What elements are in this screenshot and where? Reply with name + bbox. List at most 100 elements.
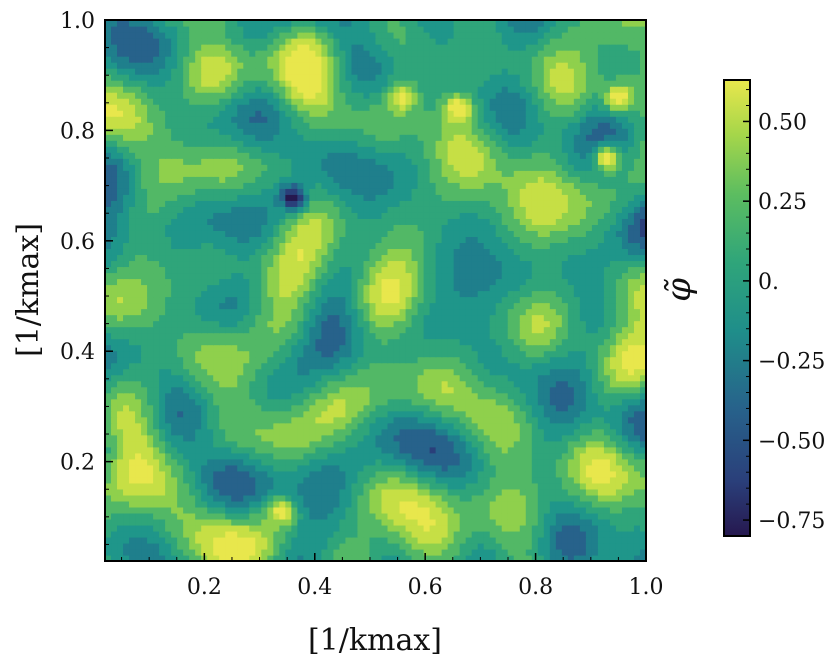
heatmap-cell (381, 530, 389, 538)
heatmap-cell (531, 332, 539, 340)
heatmap-cell (435, 386, 443, 394)
heatmap-cell (447, 230, 455, 237)
heatmap-cell (171, 446, 178, 454)
heatmap-cell (279, 386, 286, 394)
heatmap-cell (453, 524, 461, 532)
heatmap-cell (489, 278, 497, 286)
heatmap-cell (489, 458, 497, 466)
heatmap-cell (627, 500, 635, 508)
heatmap-cell (405, 260, 413, 268)
heatmap-cell (429, 542, 437, 550)
heatmap-cell (189, 536, 196, 544)
heatmap-cell (435, 464, 443, 472)
heatmap-cell (387, 428, 395, 436)
heatmap-cell (579, 404, 587, 412)
heatmap-cell (549, 368, 557, 376)
heatmap-cell (219, 542, 226, 550)
heatmap-cell (327, 248, 335, 256)
heatmap-cell (231, 380, 238, 388)
heatmap-cell (639, 422, 646, 430)
heatmap-cell (633, 326, 641, 334)
heatmap-cell (585, 386, 593, 394)
heatmap-cell (387, 326, 395, 334)
heatmap-cell (261, 488, 268, 496)
heatmap-cell (369, 470, 377, 478)
heatmap-cell (519, 278, 527, 286)
heatmap-cell (117, 338, 124, 346)
heatmap-cell (225, 404, 232, 412)
heatmap-cell (135, 554, 142, 561)
heatmap-cell (621, 476, 629, 484)
heatmap-cell (525, 332, 533, 340)
heatmap-cell (603, 254, 611, 262)
heatmap-cell (423, 410, 431, 418)
heatmap-cell (291, 296, 298, 304)
heatmap-cell (135, 290, 142, 298)
heatmap-cell (453, 332, 461, 340)
heatmap-cell (417, 278, 425, 286)
heatmap-cell (369, 434, 377, 442)
heatmap-cell (345, 308, 353, 316)
heatmap-cell (525, 524, 533, 532)
heatmap-cell (315, 284, 322, 292)
heatmap-cell (195, 266, 202, 274)
heatmap-cell (477, 536, 485, 544)
heatmap-cell (135, 320, 142, 328)
heatmap-cell (489, 230, 497, 237)
heatmap-cell (249, 488, 256, 496)
heatmap-cell (171, 434, 178, 442)
heatmap-cell (561, 464, 569, 472)
heatmap-cell (609, 314, 617, 322)
heatmap-cell (309, 404, 316, 412)
heatmap-cell (213, 350, 220, 358)
heatmap-cell (147, 452, 154, 460)
heatmap-cell (129, 254, 136, 262)
heatmap-cell (225, 272, 232, 280)
heatmap-cell (537, 368, 545, 376)
heatmap-cell (285, 554, 292, 561)
heatmap-cell (573, 350, 581, 358)
heatmap-cell (303, 506, 310, 514)
heatmap-cell (555, 338, 563, 346)
heatmap-cell (255, 380, 262, 388)
heatmap-cell (309, 332, 316, 340)
heatmap-cell (519, 428, 527, 436)
heatmap-cell (237, 524, 244, 532)
heatmap-cell (597, 344, 605, 352)
heatmap-cell (219, 302, 226, 310)
heatmap-cell (189, 224, 196, 231)
heatmap-cell (135, 308, 142, 316)
heatmap-cell (615, 272, 623, 280)
heatmap-cell (207, 488, 214, 496)
heatmap-cell (501, 428, 509, 436)
heatmap-cell (243, 482, 250, 490)
heatmap-cell (147, 482, 154, 490)
heatmap-cell (585, 482, 593, 490)
heatmap-cell (405, 272, 413, 280)
heatmap-cell (327, 434, 335, 442)
heatmap-cell (399, 380, 407, 388)
heatmap-cell (399, 428, 407, 436)
heatmap-cell (363, 248, 371, 256)
heatmap-cell (417, 470, 425, 478)
heatmap-cell (501, 284, 509, 292)
heatmap-cell (105, 302, 112, 310)
heatmap-cell (105, 290, 112, 298)
heatmap-cell (177, 242, 184, 250)
heatmap-cell (381, 494, 389, 502)
heatmap-cell (453, 506, 461, 514)
heatmap-cell (465, 368, 473, 376)
heatmap-cell (219, 518, 226, 526)
heatmap-cell (291, 290, 298, 298)
heatmap-cell (495, 434, 503, 442)
heatmap-cell (261, 434, 268, 442)
heatmap-cell (621, 242, 629, 250)
heatmap-cell (573, 512, 581, 520)
heatmap-cell (231, 374, 238, 382)
heatmap-cell (525, 446, 533, 454)
heatmap-cell (387, 392, 395, 400)
heatmap-cell (105, 548, 112, 556)
heatmap-cell (183, 434, 190, 442)
heatmap-cell (309, 398, 316, 406)
heatmap-cell (285, 296, 292, 304)
